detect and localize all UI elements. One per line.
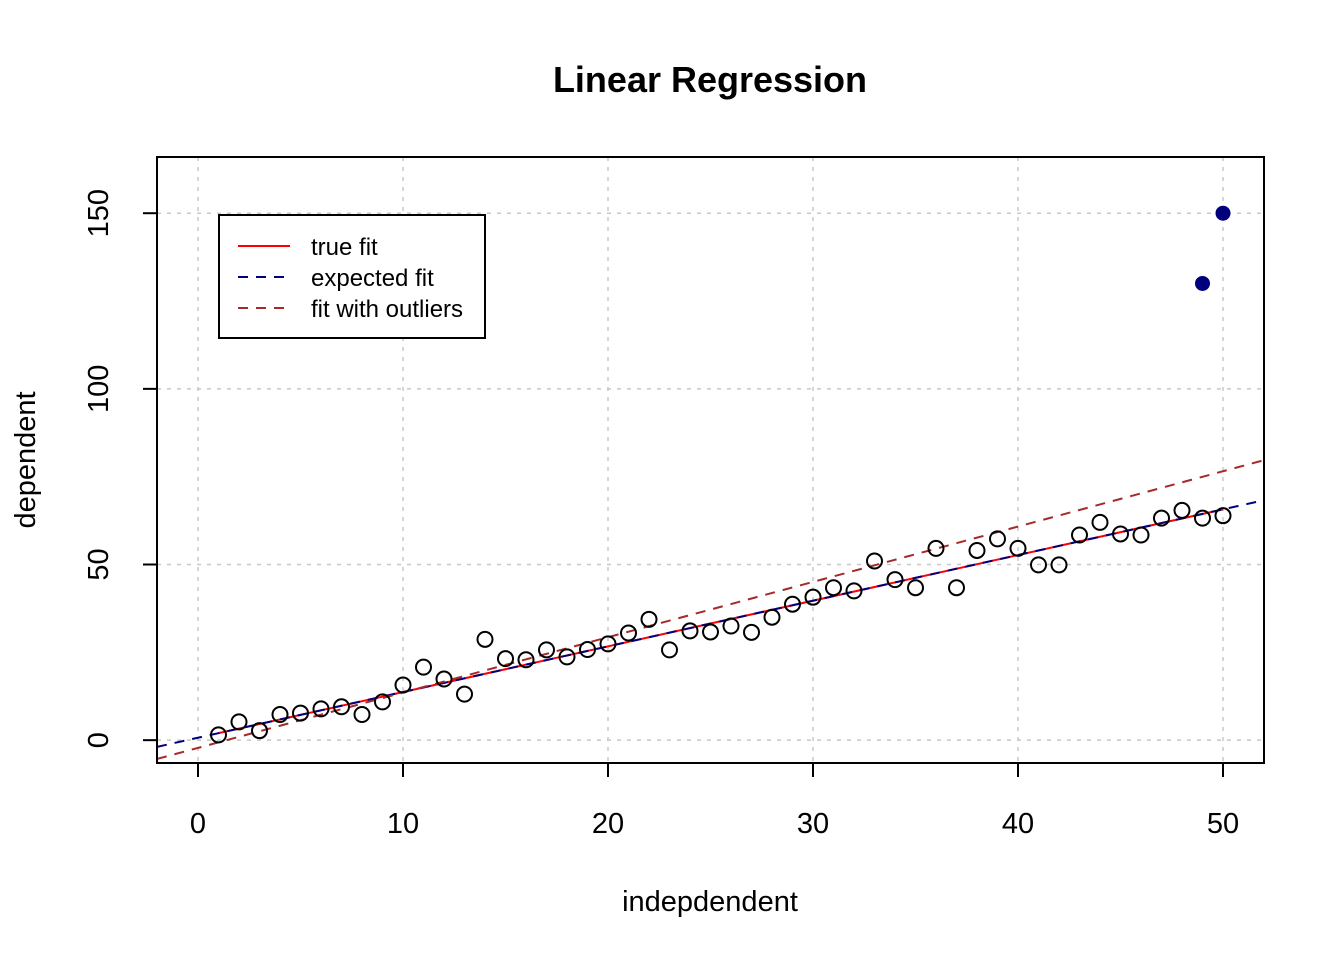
legend: true fit expected fit fit with outliers [218, 214, 486, 339]
fit-line-fit-with-outliers [157, 459, 1264, 760]
data-point [866, 552, 883, 570]
outlier-points [1195, 205, 1231, 291]
data-point [476, 630, 494, 648]
data-point [1071, 526, 1088, 544]
data-point [210, 726, 227, 744]
data-point [825, 579, 842, 597]
data-point [353, 706, 371, 724]
plot-frame [156, 156, 1265, 764]
data-point [497, 650, 514, 668]
data-point [845, 582, 863, 600]
x-tick-label: 50 [1207, 808, 1239, 840]
data-point [763, 608, 781, 626]
legend-label-fit-with-outliers: fit with outliers [311, 296, 463, 323]
fit-lines [157, 459, 1264, 760]
data-point [292, 704, 309, 722]
x-tick-label: 10 [387, 808, 419, 840]
data-point [804, 588, 822, 606]
y-tick-label: 0 [83, 732, 115, 748]
x-tick-label: 20 [592, 808, 624, 840]
data-point [948, 579, 965, 597]
y-axis: 0 50 100 150 [83, 189, 157, 748]
y-axis-label: dependent [10, 391, 42, 528]
data-point [907, 579, 924, 597]
data-point [312, 700, 330, 718]
data-point [1050, 556, 1068, 574]
data-point [968, 541, 986, 559]
data-point [558, 648, 576, 666]
data-point [1112, 525, 1129, 543]
data-point [271, 706, 289, 724]
data-point [538, 641, 555, 659]
data-point [517, 651, 535, 669]
data-point [743, 623, 760, 641]
x-tick-label: 30 [797, 808, 829, 840]
data-point [394, 676, 412, 694]
data-point [886, 571, 904, 589]
outlier-point [1215, 205, 1231, 221]
x-tick-label: 0 [190, 808, 206, 840]
data-point [1132, 526, 1150, 544]
x-axis: 0 10 20 30 40 50 [190, 763, 1239, 840]
chart-title: Linear Regression [553, 59, 867, 100]
data-point [1009, 539, 1027, 557]
data-points [210, 501, 1232, 744]
data-point [599, 635, 617, 653]
data-point [620, 624, 637, 642]
data-point [1214, 507, 1232, 525]
data-point [1030, 556, 1047, 574]
data-point [784, 595, 801, 613]
data-point [1194, 509, 1211, 527]
data-point [640, 610, 658, 628]
outlier-point [1195, 275, 1210, 291]
data-point [1153, 509, 1170, 527]
data-point [927, 539, 945, 557]
data-point [722, 617, 740, 635]
data-point [579, 641, 596, 659]
legend-label-true-fit: true fit [311, 234, 378, 261]
data-point [681, 622, 699, 640]
data-point [333, 698, 350, 716]
data-point [702, 623, 719, 641]
x-tick-label: 40 [1002, 808, 1034, 840]
data-point [661, 641, 678, 659]
data-point [435, 670, 453, 688]
data-point [374, 693, 391, 711]
y-tick-label: 100 [83, 365, 115, 413]
data-point [415, 658, 432, 676]
grid [157, 157, 1264, 763]
data-point [989, 530, 1006, 548]
data-point [456, 685, 473, 703]
data-point [251, 722, 268, 740]
data-point [1091, 513, 1109, 531]
y-tick-label: 50 [83, 548, 115, 580]
x-axis-label: indepdendent [622, 886, 798, 918]
data-point [1173, 501, 1191, 519]
legend-label-expected-fit: expected fit [311, 265, 434, 292]
data-point [230, 713, 248, 731]
y-tick-label: 150 [83, 189, 115, 237]
